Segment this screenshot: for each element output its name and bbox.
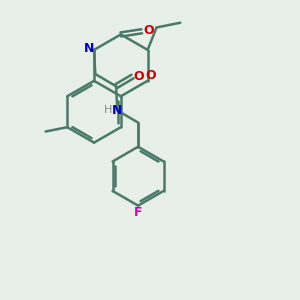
Text: O: O — [146, 69, 157, 82]
Text: H: H — [104, 105, 112, 116]
Text: N: N — [84, 42, 94, 55]
Text: O: O — [134, 70, 144, 83]
Text: O: O — [143, 24, 154, 37]
Text: N: N — [112, 104, 122, 117]
Text: F: F — [134, 206, 142, 219]
